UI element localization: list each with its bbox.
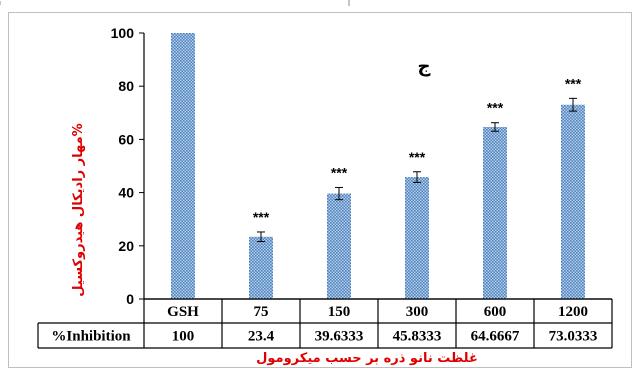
bars [171,33,585,300]
x-tick-label: GSH [167,304,199,320]
table-cell-value: 39.6333 [315,329,364,345]
chart-frame [8,12,632,368]
error-bars [257,97,577,243]
x-tick-label: 300 [406,304,429,320]
significance-label: *** [409,149,426,165]
table-cell-value: 64.6667 [471,329,520,345]
significance-label: *** [253,209,270,225]
y-tick-label: 20 [118,238,134,254]
y-tick-label: 40 [118,185,134,201]
bar [405,177,429,299]
y-tick-label: 100 [111,25,135,41]
x-tick-label: 1200 [558,304,588,320]
x-tick-label: 75 [254,304,269,320]
table-cell-value: 45.8333 [393,329,442,345]
table-row-label: %Inhibition [51,329,131,345]
significance-label: *** [487,100,504,116]
y-tick-label: 0 [126,291,134,307]
bar [561,104,585,300]
significance-labels: *** *** *** *** *** [253,75,582,225]
data-table: %Inhibition GSH 100 75 23.4 150 39.6333 300 45.8… [37,298,613,349]
bar [171,33,195,299]
table-cell-value: 73.0333 [549,329,598,345]
y-tick-label: 80 [118,78,134,94]
x-tick-label: 600 [484,304,507,320]
y-ticks: 0 20 40 60 80 100 [111,25,144,307]
bar [483,126,507,300]
y-tick-label: 60 [118,131,134,147]
x-tick-label: 150 [328,304,351,320]
bar [249,236,273,299]
table-cell-value: 23.4 [248,329,275,345]
axes [143,33,612,300]
table-cell-value: 100 [172,329,195,345]
panel-label: ج [418,56,431,77]
significance-label: *** [565,75,582,91]
bar [327,193,351,299]
x-axis-label: غلظت نانو ذره بر حسب میکرومول [256,351,478,366]
significance-label: *** [331,164,348,180]
y-axis-label: %مهار رادیکال هیدروکسیل [71,123,86,296]
